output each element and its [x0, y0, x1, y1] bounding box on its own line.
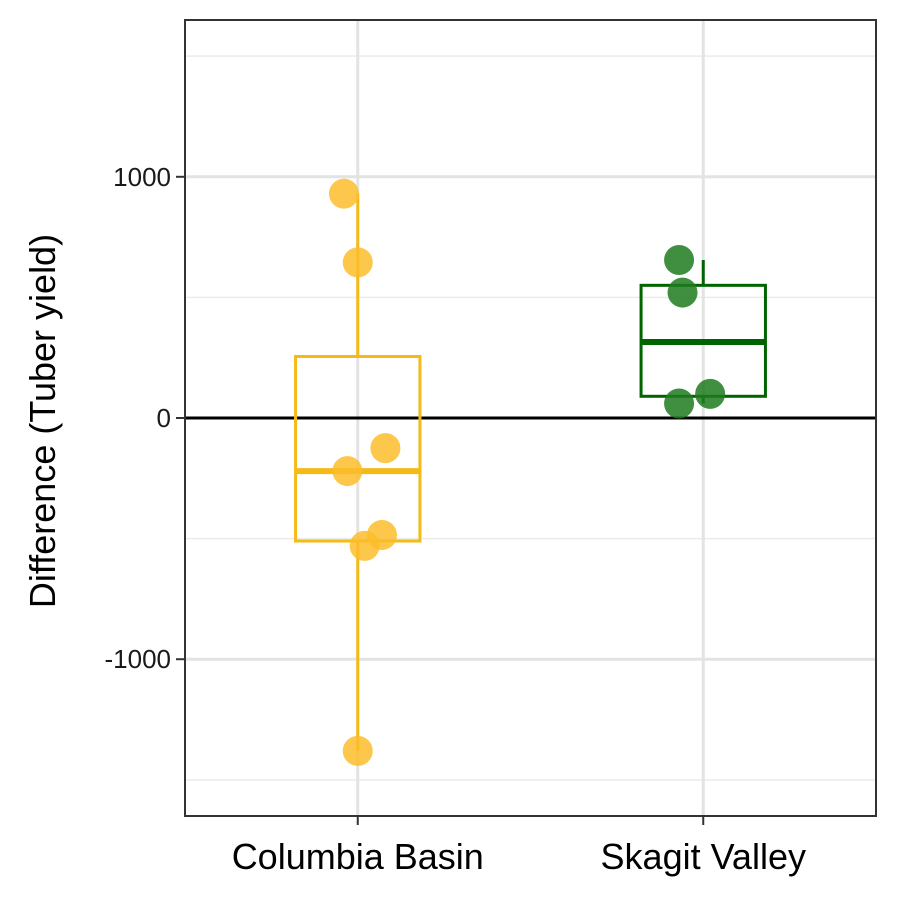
x-axis: Columbia Basin Skagit Valley: [232, 816, 806, 877]
data-points: [328, 178, 726, 766]
x-tick-label: Skagit Valley: [601, 836, 806, 877]
y-axis-title: Difference (Tuber yield): [22, 234, 63, 608]
y-tick-label: -1000: [105, 644, 172, 674]
data-point: [664, 245, 695, 276]
data-point: [349, 530, 380, 561]
data-point: [667, 277, 698, 308]
y-axis: -1000 0 1000: [105, 162, 185, 674]
y-tick-label: 1000: [113, 162, 171, 192]
data-point: [332, 456, 363, 487]
x-tick-label: Columbia Basin: [232, 836, 484, 877]
data-point: [370, 433, 401, 464]
data-point: [695, 378, 726, 409]
data-point: [342, 735, 373, 766]
data-point: [664, 388, 695, 419]
data-point: [342, 247, 373, 278]
y-tick-label: 0: [157, 403, 171, 433]
data-point: [328, 178, 359, 209]
minor-gridlines: [185, 55, 876, 781]
